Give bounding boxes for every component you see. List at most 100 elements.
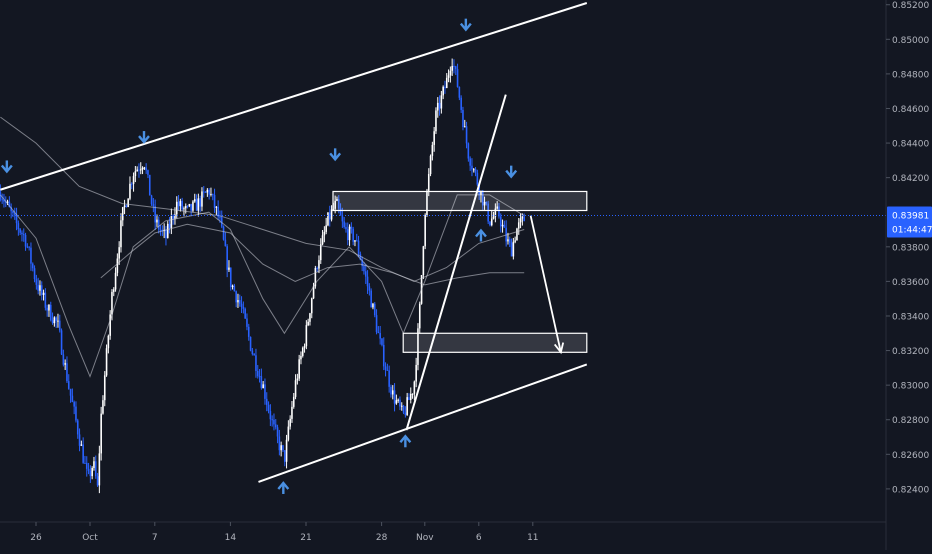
candle-body[interactable] bbox=[336, 199, 338, 201]
candle-body[interactable] bbox=[397, 399, 399, 401]
candle-body[interactable] bbox=[402, 405, 405, 413]
candle-body[interactable] bbox=[503, 224, 506, 228]
candle-body[interactable] bbox=[481, 190, 484, 206]
candle-body[interactable] bbox=[15, 214, 18, 224]
candle-body[interactable] bbox=[141, 167, 144, 170]
candle-body[interactable] bbox=[318, 260, 320, 269]
candle-body[interactable] bbox=[22, 234, 25, 236]
candle-body[interactable] bbox=[37, 284, 39, 291]
candle-body[interactable] bbox=[206, 189, 209, 193]
breakout-trendline[interactable] bbox=[405, 94, 507, 431]
candle-body[interactable] bbox=[521, 216, 524, 219]
candle-body[interactable] bbox=[438, 102, 441, 109]
candle-body[interactable] bbox=[471, 165, 473, 170]
candle-body[interactable] bbox=[94, 461, 97, 477]
candle-body[interactable] bbox=[211, 193, 214, 195]
candle-body[interactable] bbox=[102, 400, 104, 414]
candle-body[interactable] bbox=[472, 169, 475, 171]
candle-body[interactable] bbox=[346, 229, 349, 241]
candle-body[interactable] bbox=[489, 221, 491, 226]
candle-body[interactable] bbox=[1, 199, 3, 201]
candle-body[interactable] bbox=[134, 171, 137, 177]
candle-body[interactable] bbox=[12, 211, 14, 214]
candle-body[interactable] bbox=[445, 77, 448, 89]
candle-body[interactable] bbox=[210, 193, 212, 195]
candle-body[interactable] bbox=[179, 200, 182, 207]
candle-body[interactable] bbox=[462, 109, 464, 128]
candle-body[interactable] bbox=[181, 200, 183, 210]
candle-body[interactable] bbox=[460, 97, 462, 110]
candle-body[interactable] bbox=[339, 208, 342, 216]
candle-body[interactable] bbox=[80, 444, 83, 446]
candle-body[interactable] bbox=[516, 228, 518, 241]
candle-body[interactable] bbox=[105, 348, 108, 376]
candle-body[interactable] bbox=[186, 206, 189, 208]
candle-body[interactable] bbox=[154, 206, 156, 223]
candle-body[interactable] bbox=[372, 303, 374, 308]
candle-body[interactable] bbox=[3, 199, 5, 202]
candle-body[interactable] bbox=[303, 346, 306, 348]
candle-body[interactable] bbox=[222, 226, 225, 240]
candle-body[interactable] bbox=[147, 170, 149, 175]
candle-body[interactable] bbox=[244, 308, 246, 319]
candle-body[interactable] bbox=[517, 222, 520, 229]
candle-body[interactable] bbox=[508, 239, 511, 243]
candle-body[interactable] bbox=[228, 267, 230, 270]
time-axis[interactable]: 26 Oct 7 14 21 28 Nov 6 11 bbox=[30, 522, 539, 543]
candle-body[interactable] bbox=[123, 205, 126, 208]
candle-body[interactable] bbox=[454, 66, 457, 70]
candle-body[interactable] bbox=[316, 268, 318, 270]
candle-body[interactable] bbox=[159, 229, 162, 231]
candle-body[interactable] bbox=[224, 239, 227, 247]
candle-body[interactable] bbox=[28, 246, 30, 248]
candle-body[interactable] bbox=[148, 174, 151, 196]
candle-body[interactable] bbox=[496, 206, 498, 209]
candle-body[interactable] bbox=[449, 70, 452, 76]
candle-body[interactable] bbox=[143, 167, 146, 169]
candle-body[interactable] bbox=[426, 190, 428, 215]
candle-body[interactable] bbox=[55, 317, 57, 321]
candle-body[interactable] bbox=[136, 169, 138, 172]
candle-body[interactable] bbox=[48, 304, 50, 311]
candle-body[interactable] bbox=[184, 206, 187, 209]
candle-body[interactable] bbox=[96, 476, 99, 486]
candle-body[interactable] bbox=[197, 198, 200, 211]
candle-body[interactable] bbox=[393, 390, 396, 404]
candle-body[interactable] bbox=[381, 338, 383, 345]
candle-body[interactable] bbox=[388, 370, 390, 387]
candle-body[interactable] bbox=[24, 234, 27, 247]
candle-body[interactable] bbox=[17, 223, 20, 230]
candle-body[interactable] bbox=[33, 268, 36, 279]
moving-average-line-2[interactable] bbox=[0, 116, 525, 282]
candle-body[interactable] bbox=[116, 258, 119, 273]
resistance-zone-2[interactable] bbox=[402, 332, 588, 353]
candle-body[interactable] bbox=[237, 300, 239, 303]
candle-body[interactable] bbox=[474, 169, 477, 173]
candle-body[interactable] bbox=[145, 167, 147, 171]
candle-body[interactable] bbox=[10, 207, 12, 212]
candle-body[interactable] bbox=[262, 384, 264, 389]
candle-body[interactable] bbox=[406, 397, 408, 415]
candle-body[interactable] bbox=[21, 232, 23, 235]
channel-line-1[interactable] bbox=[0, 2, 588, 191]
candle-body[interactable] bbox=[361, 259, 363, 267]
candle-body[interactable] bbox=[467, 143, 470, 159]
candle-body[interactable] bbox=[382, 344, 385, 367]
candle-body[interactable] bbox=[436, 102, 439, 111]
candle-body[interactable] bbox=[57, 320, 59, 322]
candle-body[interactable] bbox=[494, 208, 497, 217]
candle-body[interactable] bbox=[152, 204, 155, 207]
candle-body[interactable] bbox=[310, 298, 313, 314]
resistance-zone-1[interactable] bbox=[332, 190, 588, 212]
candle-body[interactable] bbox=[42, 292, 45, 295]
candle-body[interactable] bbox=[377, 331, 380, 334]
candle-body[interactable] bbox=[220, 217, 223, 227]
candle-body[interactable] bbox=[285, 439, 288, 462]
candle-body[interactable] bbox=[373, 303, 376, 316]
candle-body[interactable] bbox=[127, 198, 129, 208]
candle-body[interactable] bbox=[89, 470, 92, 477]
candle-body[interactable] bbox=[307, 321, 309, 326]
candle-body[interactable] bbox=[269, 411, 272, 420]
candle-body[interactable] bbox=[84, 462, 86, 464]
candle-body[interactable] bbox=[168, 223, 171, 228]
